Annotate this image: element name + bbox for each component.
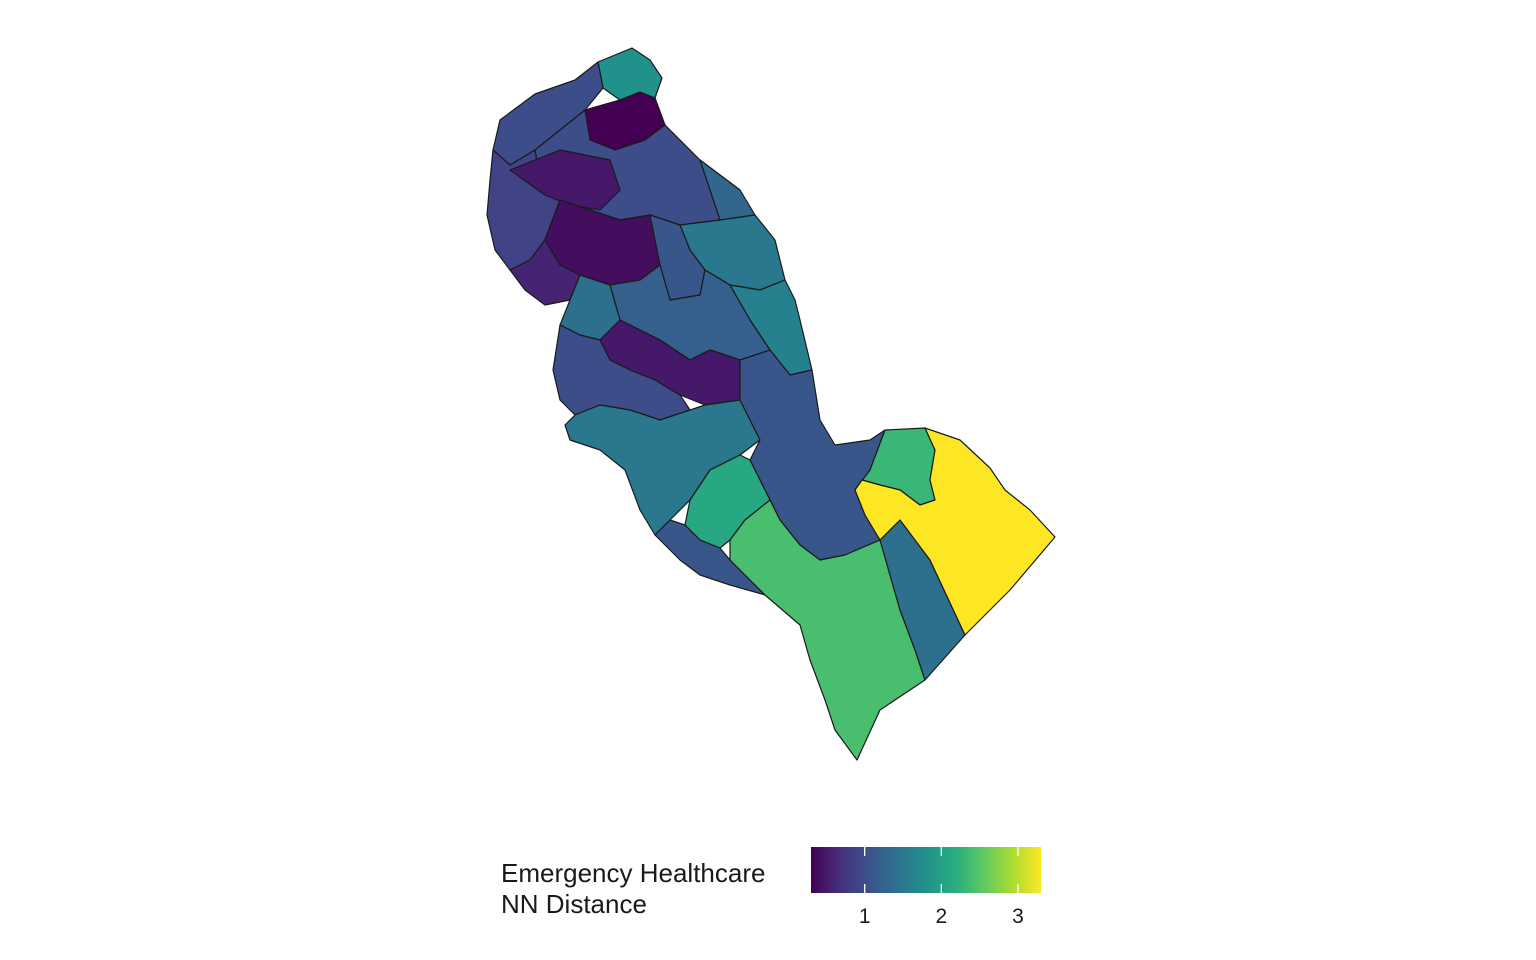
colorbar-tick-label: 2 [935, 905, 948, 928]
colorbar-gradient [811, 847, 1041, 893]
legend-colorbar [811, 847, 1041, 893]
region-east-yellow [854, 427, 1056, 636]
legend-title-line1: Emergency Healthcare [501, 858, 766, 888]
legend-title-line2: NN Distance [501, 889, 647, 919]
region-north-cap [597, 47, 663, 101]
region-central-urban-a [509, 149, 621, 211]
colorbar-tick-label: 3 [1012, 905, 1024, 928]
legend-title: Emergency Healthcare NN Distance [501, 858, 765, 920]
colorbar-tick-label: 1 [858, 905, 871, 928]
